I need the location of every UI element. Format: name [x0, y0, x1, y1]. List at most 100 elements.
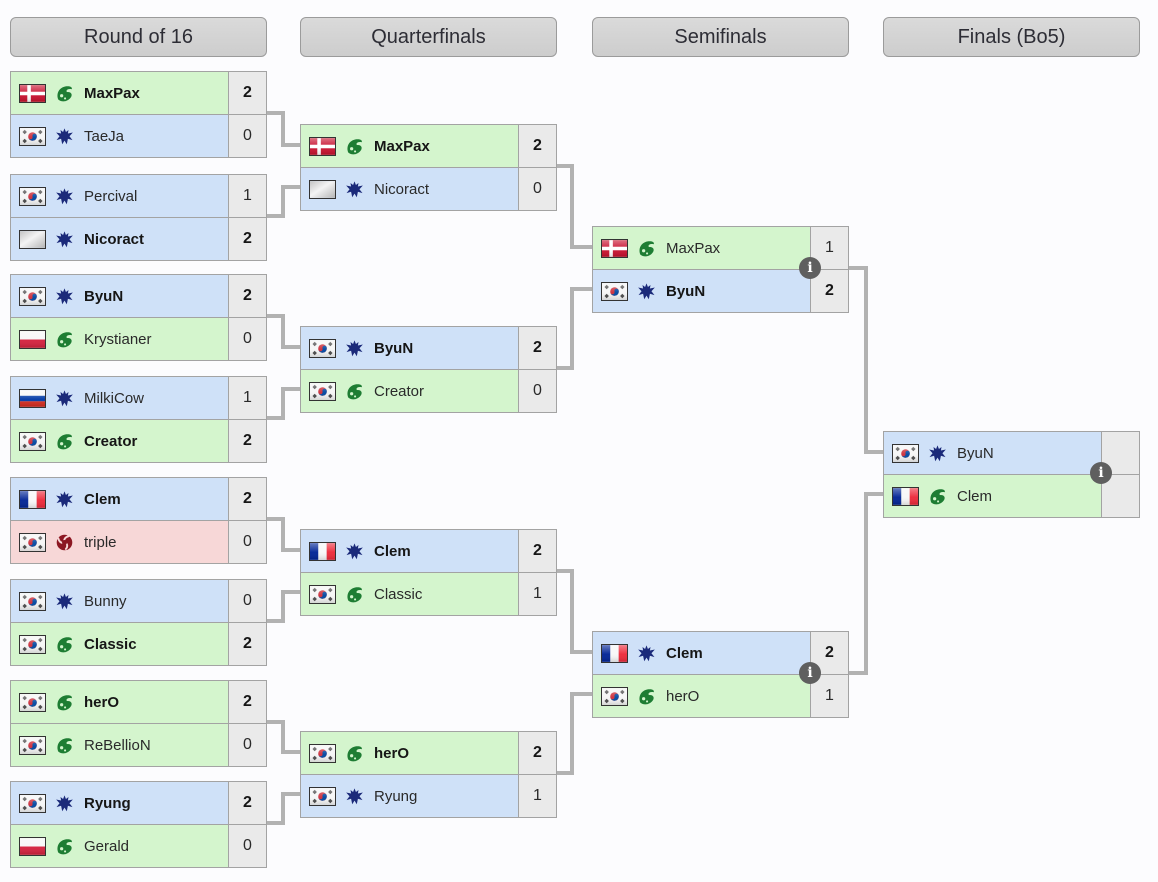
terran-icon: [345, 542, 364, 561]
flag-south-korea-icon: [309, 743, 336, 763]
player-name[interactable]: MilkiCow: [84, 389, 144, 407]
flag-south-korea-icon: [601, 686, 628, 706]
player-row: Classic 1: [301, 572, 556, 615]
flag-denmark-icon: [19, 83, 46, 103]
round-header-round-of-16: Round of 16: [10, 17, 267, 57]
flag-south-korea-icon: [19, 793, 46, 813]
player-name[interactable]: Creator: [84, 432, 138, 450]
player-name[interactable]: Krystianer: [84, 330, 152, 348]
player-score: 2: [518, 530, 556, 572]
player-score: 2: [228, 218, 266, 260]
flag-south-korea-icon: [19, 735, 46, 755]
player-name[interactable]: Clem: [957, 487, 993, 505]
player-name[interactable]: MaxPax: [84, 84, 140, 102]
player-name[interactable]: Clem: [84, 490, 121, 508]
player-name[interactable]: triple: [84, 533, 117, 551]
terran-icon: [345, 180, 364, 199]
player-row: ByuN 2: [11, 275, 266, 317]
r16-match-8: Ryung 2 Gerald 0: [10, 781, 267, 868]
player-row: Gerald 0: [11, 824, 266, 867]
player-row: herO 2: [301, 732, 556, 774]
round-header-finals: Finals (Bo5): [883, 17, 1140, 57]
qf-match-2: ByuN 2 Creator 0: [300, 326, 557, 413]
protoss-icon: [55, 330, 74, 349]
player-name[interactable]: herO: [666, 687, 700, 705]
player-score: 2: [518, 125, 556, 167]
player-score: 0: [518, 168, 556, 210]
flag-south-korea-icon: [309, 786, 336, 806]
player-name[interactable]: ReBellioN: [84, 736, 151, 754]
player-name[interactable]: herO: [84, 693, 120, 711]
player-score: 2: [228, 275, 266, 317]
flag-south-korea-icon: [309, 584, 336, 604]
player-name[interactable]: Percival: [84, 187, 138, 205]
protoss-icon: [55, 432, 74, 451]
protoss-icon: [637, 687, 656, 706]
player-row: Clem 2: [301, 530, 556, 572]
terran-icon: [55, 230, 74, 249]
player-name[interactable]: Creator: [374, 382, 425, 400]
player-name[interactable]: TaeJa: [84, 127, 125, 145]
protoss-icon: [345, 382, 364, 401]
player-name[interactable]: ByuN: [84, 287, 124, 305]
player-name[interactable]: Clem: [374, 542, 411, 560]
player-name[interactable]: Bunny: [84, 592, 127, 610]
player-row: Nicoract 2: [11, 217, 266, 260]
flag-south-korea-icon: [19, 591, 46, 611]
info-icon[interactable]: i: [799, 257, 821, 279]
player-row: Bunny 0: [11, 580, 266, 622]
terran-icon: [637, 644, 656, 663]
r16-match-2: Percival 1 Nicoract 2: [10, 174, 267, 261]
player-score: 0: [228, 521, 266, 563]
flag-poland-icon: [19, 836, 46, 856]
protoss-icon: [55, 736, 74, 755]
player-score: 1: [228, 377, 266, 419]
player-name[interactable]: Ryung: [374, 787, 418, 805]
player-name[interactable]: herO: [374, 744, 410, 762]
player-score: 0: [228, 580, 266, 622]
player-name[interactable]: ByuN: [374, 339, 414, 357]
player-row: Percival 1: [11, 175, 266, 217]
protoss-icon: [345, 585, 364, 604]
terran-icon: [55, 389, 74, 408]
player-name[interactable]: Classic: [84, 635, 137, 653]
r16-match-4: MilkiCow 1 Creator 2: [10, 376, 267, 463]
r16-match-7: herO 2 ReBellioN 0: [10, 680, 267, 767]
flag-france-icon: [19, 489, 46, 509]
flag-france-icon: [892, 486, 919, 506]
player-row: Creator 2: [11, 419, 266, 462]
qf-match-1: MaxPax 2 Nicoract 0: [300, 124, 557, 211]
player-row: Ryung 2: [11, 782, 266, 824]
player-name[interactable]: Clem: [666, 644, 703, 662]
player-name[interactable]: Nicoract: [374, 180, 430, 198]
info-icon[interactable]: i: [1090, 462, 1112, 484]
player-row: triple 0: [11, 520, 266, 563]
terran-icon: [928, 444, 947, 463]
protoss-icon: [345, 137, 364, 156]
player-name[interactable]: MaxPax: [374, 137, 430, 155]
terran-icon: [55, 287, 74, 306]
flag-france-icon: [309, 541, 336, 561]
player-name[interactable]: Gerald: [84, 837, 130, 855]
player-row: MaxPax 2: [11, 72, 266, 114]
player-name[interactable]: ByuN: [666, 282, 706, 300]
player-score: 2: [518, 732, 556, 774]
player-row: Ryung 1: [301, 774, 556, 817]
qf-match-3: Clem 2 Classic 1: [300, 529, 557, 616]
flag-south-korea-icon: [19, 431, 46, 451]
player-name[interactable]: ByuN: [957, 444, 994, 462]
player-score: 2: [228, 782, 266, 824]
terran-icon: [55, 127, 74, 146]
player-row: ReBellioN 0: [11, 723, 266, 766]
player-row: MilkiCow 1: [11, 377, 266, 419]
player-name[interactable]: Ryung: [84, 794, 131, 812]
flag-south-korea-icon: [19, 532, 46, 552]
flag-denmark-icon: [601, 238, 628, 258]
info-icon[interactable]: i: [799, 662, 821, 684]
player-name[interactable]: Classic: [374, 585, 423, 603]
flag-south-korea-icon: [19, 286, 46, 306]
player-name[interactable]: MaxPax: [666, 239, 721, 257]
player-name[interactable]: Nicoract: [84, 230, 145, 248]
player-score: 2: [228, 420, 266, 462]
terran-icon: [345, 339, 364, 358]
